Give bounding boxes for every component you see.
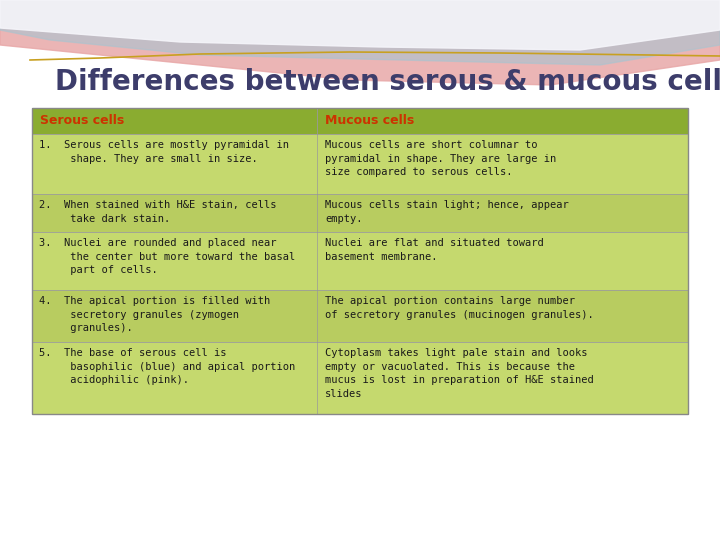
Polygon shape (0, 0, 720, 85)
Text: Cytoplasm takes light pale stain and looks
empty or vacuolated. This is because : Cytoplasm takes light pale stain and loo… (325, 348, 594, 399)
Text: Serous cells: Serous cells (40, 114, 125, 127)
Text: Mucous cells are short columnar to
pyramidal in shape. They are large in
size co: Mucous cells are short columnar to pyram… (325, 140, 557, 177)
Bar (32, 232, 688, 290)
Text: Differences between serous & mucous cells: Differences between serous & mucous cell… (55, 68, 720, 96)
Bar (32, 290, 688, 342)
Bar (32, 108, 688, 414)
Text: 4.  The apical portion is filled with
     secretory granules (zymogen
     gran: 4. The apical portion is filled with sec… (39, 296, 270, 333)
Polygon shape (0, 0, 720, 50)
Bar (32, 194, 688, 232)
Text: Mucous cells: Mucous cells (325, 114, 415, 127)
Text: 5.  The base of serous cell is
     basophilic (blue) and apical portion
     ac: 5. The base of serous cell is basophilic… (39, 348, 295, 385)
Bar (32, 108, 688, 134)
Polygon shape (0, 0, 720, 65)
Bar (32, 342, 688, 414)
Text: The apical portion contains large number
of secretory granules (mucinogen granul: The apical portion contains large number… (325, 296, 594, 320)
Text: 3.  Nuclei are rounded and placed near
     the center but more toward the basal: 3. Nuclei are rounded and placed near th… (39, 238, 295, 275)
Text: Mucous cells stain light; hence, appear
empty.: Mucous cells stain light; hence, appear … (325, 200, 569, 224)
Text: Nuclei are flat and situated toward
basement membrane.: Nuclei are flat and situated toward base… (325, 238, 544, 261)
Text: 1.  Serous cells are mostly pyramidal in
     shape. They are small in size.: 1. Serous cells are mostly pyramidal in … (39, 140, 289, 164)
Bar (32, 134, 688, 194)
Text: 2.  When stained with H&E stain, cells
     take dark stain.: 2. When stained with H&E stain, cells ta… (39, 200, 276, 224)
